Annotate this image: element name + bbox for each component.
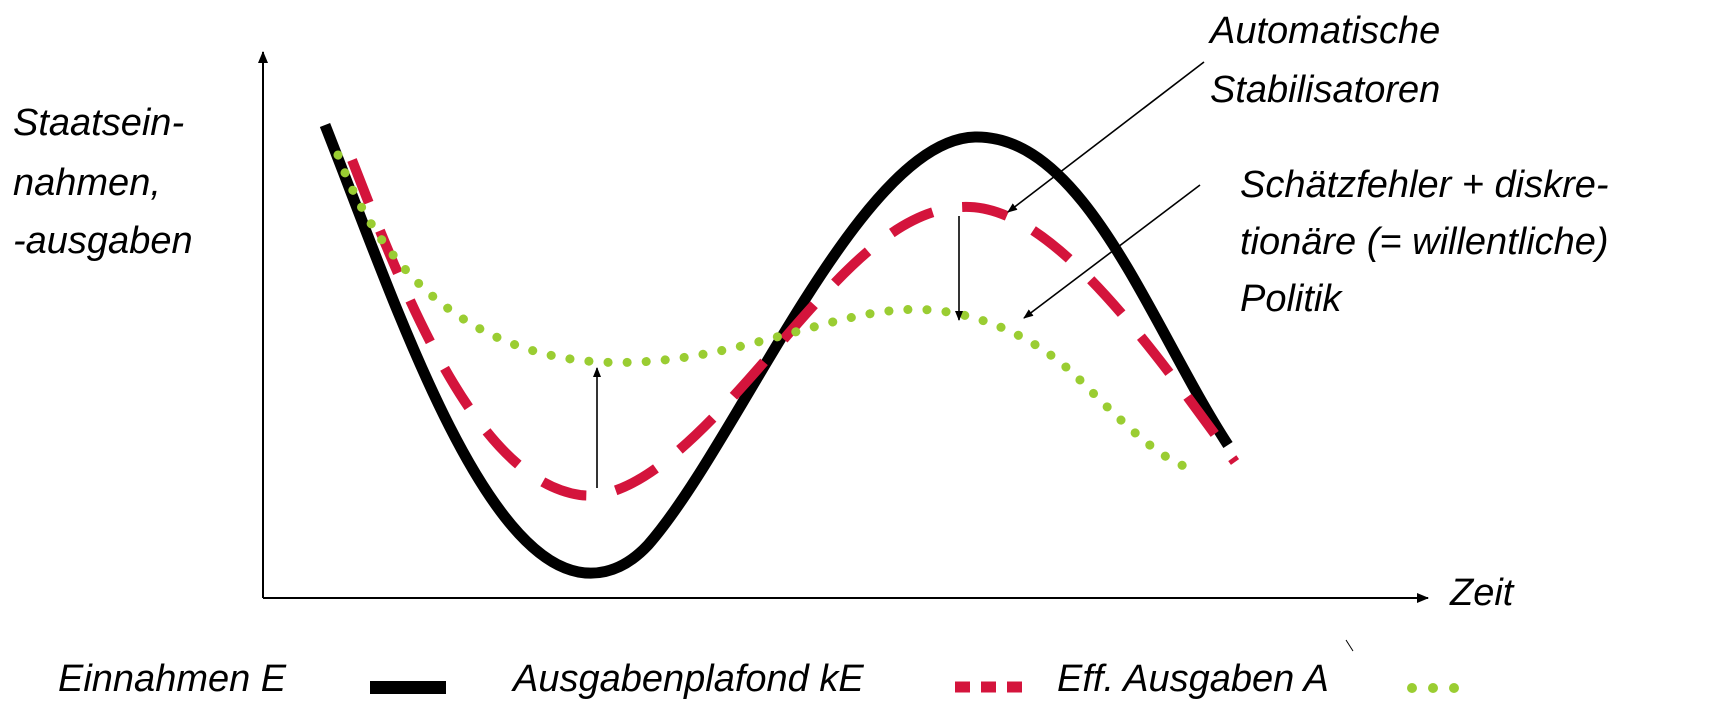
legend: Einnahmen E Ausgabenplafond kE Eff. Ausg…: [58, 658, 1459, 700]
stabilizers-annotation-line-2: Stabilisatoren: [1210, 69, 1440, 111]
estimation-errors-pointer: [1023, 184, 1201, 319]
y-axis-label-line-3: -ausgaben: [13, 220, 193, 262]
stabilizers-annotation: Automatische Stabilisatoren: [1208, 10, 1451, 111]
legend-revenue-label: Einnahmen E: [58, 658, 287, 700]
estimation-errors-annotation-line-1: Schätzfehler + diskre-: [1240, 164, 1609, 206]
stray-mark: [1345, 639, 1354, 652]
revenue-curve: [319, 122, 1233, 579]
legend-actual-swatch: [1407, 683, 1459, 693]
y-axis-label-line-2: nahmen,: [13, 162, 161, 204]
estimation-errors-annotation-line-2: tionäre (= willentliche): [1240, 221, 1609, 263]
estimation-errors-annotation-line-3: Politik: [1240, 278, 1343, 320]
legend-ceiling-label: Ausgabenplafond kE: [511, 658, 864, 700]
legend-revenue-swatch: [370, 681, 446, 694]
estimation-errors-annotation: Schätzfehler + diskre- tionäre (= willen…: [1240, 164, 1619, 320]
stabilizers-annotation-line-1: Automatische: [1208, 10, 1440, 52]
actual-expenditure-curve: [333, 150, 1195, 473]
stabilizers-pointer: [1007, 61, 1205, 213]
y-axis-label-line-1: Staatsein-: [13, 102, 184, 144]
x-axis-label: Zeit: [1449, 572, 1515, 614]
y-axis-label: Staatsein- nahmen, -ausgaben: [13, 102, 195, 262]
ceiling-curve: [347, 158, 1240, 501]
legend-actual-label: Eff. Ausgaben A: [1057, 658, 1329, 700]
